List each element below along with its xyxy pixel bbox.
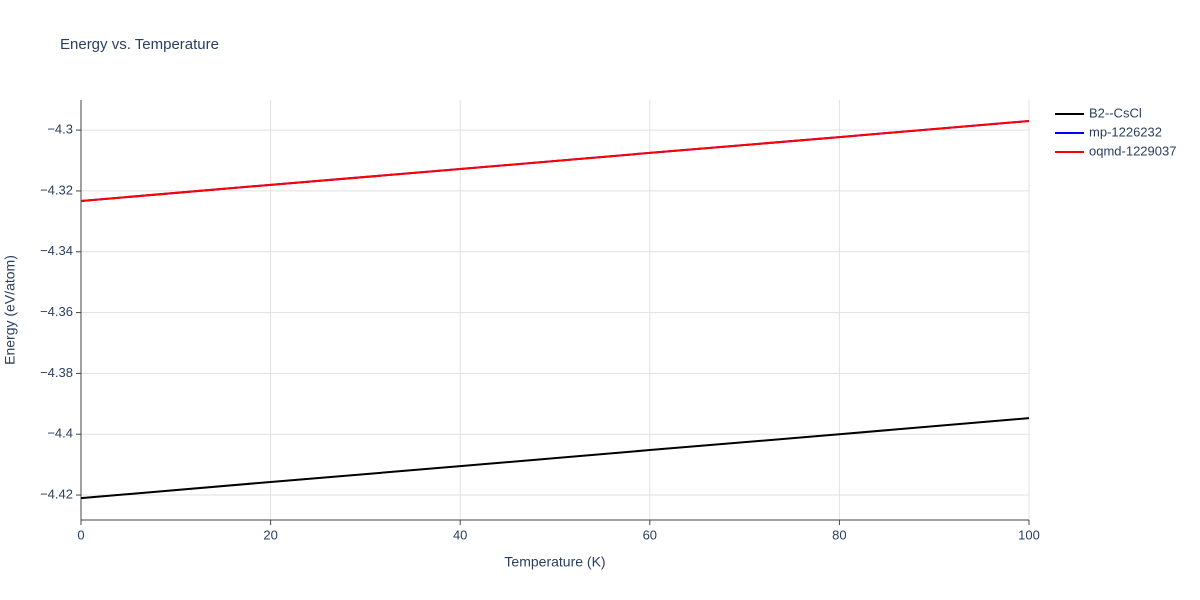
legend-label: mp-1226232	[1089, 124, 1162, 139]
y-tick-label: −4.34	[40, 243, 73, 258]
y-tick-label: −4.3	[47, 122, 73, 137]
legend-label: B2--CsCl	[1089, 105, 1142, 120]
x-tick-label: 20	[263, 527, 277, 542]
x-tick-label: 40	[453, 527, 467, 542]
data-line	[80, 417, 1030, 500]
legend-label: oqmd-1229037	[1089, 143, 1176, 158]
y-tick-label: −4.32	[40, 182, 73, 197]
y-tick-label: −4.38	[40, 365, 73, 380]
y-tick-label: −4.4	[47, 426, 73, 441]
chart-title: Energy vs. Temperature	[60, 36, 219, 53]
y-tick-label: −4.42	[40, 486, 73, 501]
data-line	[80, 119, 1030, 202]
x-tick-label: 60	[643, 527, 657, 542]
x-axis-title: Temperature (K)	[504, 554, 605, 570]
y-tick-label: −4.36	[40, 304, 73, 319]
y-axis-title: Energy (eV/atom)	[2, 255, 18, 365]
x-tick-label: 100	[1018, 527, 1040, 542]
x-tick-label: 80	[832, 527, 846, 542]
x-tick-label: 0	[77, 527, 84, 542]
